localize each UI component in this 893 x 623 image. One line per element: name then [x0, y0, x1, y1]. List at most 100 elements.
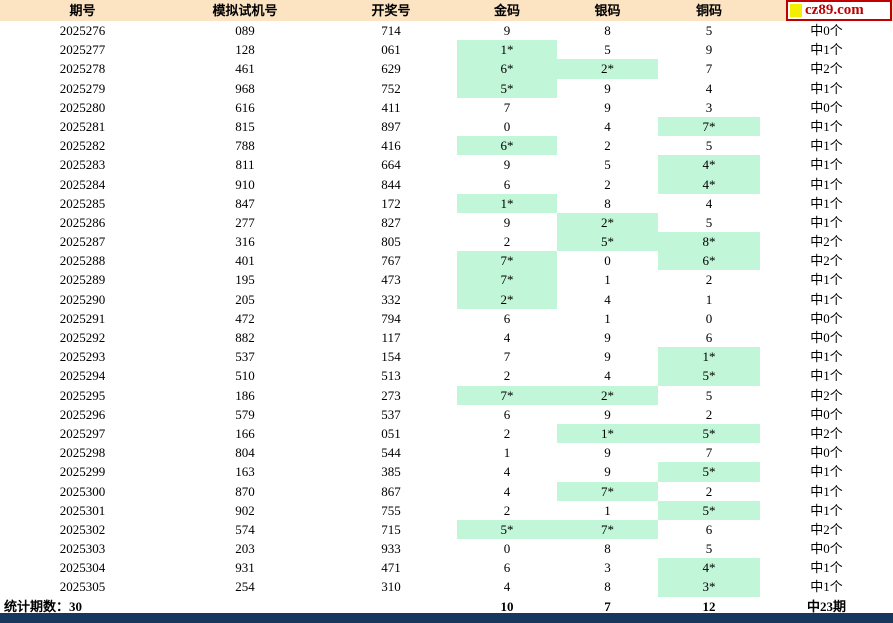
- test-number-cell: 616: [235, 99, 255, 115]
- copper-code-cell: 1: [705, 291, 713, 307]
- draw-number-cell: 473: [381, 272, 401, 288]
- result-cell: 中1个: [810, 195, 843, 211]
- silver-code-cell: 0: [604, 253, 611, 269]
- result-cell: 中1个: [810, 118, 843, 134]
- site-logo[interactable]: cz89.com: [786, 0, 892, 21]
- draw-number-cell: 715: [381, 521, 401, 537]
- gold-code-cell: 7*: [457, 251, 557, 271]
- copper-code-cell: 3*: [658, 577, 760, 597]
- draw-number-cell: 752: [381, 80, 401, 96]
- draw-number-cell: 714: [381, 23, 401, 38]
- gold-code-cell: 2: [503, 234, 511, 250]
- draw-number-cell: 172: [381, 195, 401, 211]
- table-row: 2025280 616 411 7 9 3 中0个: [0, 98, 893, 117]
- period-cell: 2025288: [59, 253, 106, 269]
- gold-code-cell: 7: [503, 99, 511, 115]
- copper-code-cell: 6*: [658, 251, 760, 271]
- silver-code-cell: 7*: [557, 519, 658, 540]
- result-cell: 中1个: [810, 138, 843, 154]
- draw-number-cell: 767: [381, 253, 401, 269]
- result-cell: 中0个: [810, 330, 843, 345]
- period-cell: 2025278: [59, 61, 106, 77]
- gold-code-cell: 1: [503, 445, 511, 461]
- period-cell: 2025299: [59, 464, 106, 480]
- copper-code-cell: 4*: [658, 174, 760, 194]
- period-cell: 2025296: [59, 406, 106, 422]
- table-row: 2025293 537 154 7 9 1* 中1个: [0, 347, 893, 367]
- copper-code-cell: 5*: [658, 366, 760, 386]
- silver-code-cell: 5*: [557, 232, 658, 252]
- silver-code-cell: 1: [604, 502, 611, 518]
- period-cell: 2025286: [59, 214, 106, 230]
- copper-code-cell: 2: [705, 406, 713, 422]
- silver-code-cell: 4: [604, 291, 611, 307]
- silver-code-cell: 8: [604, 195, 611, 211]
- table-row: 2025289 195 473 7* 1 2 中1个: [0, 270, 893, 290]
- period-cell: 2025301: [59, 502, 106, 518]
- draw-number-cell: 537: [381, 406, 401, 422]
- silver-code-cell: 1: [604, 310, 611, 326]
- result-cell: 中1个: [810, 483, 843, 499]
- period-cell: 2025276: [59, 23, 106, 38]
- test-number-cell: 461: [235, 61, 255, 77]
- copper-code-cell: 4*: [658, 558, 760, 578]
- period-cell: 2025292: [59, 330, 106, 345]
- test-number-cell: 968: [235, 80, 255, 96]
- silver-code-cell: 2*: [557, 212, 658, 233]
- silver-code-cell: 9: [604, 99, 611, 115]
- copper-code-cell: 4: [705, 80, 713, 96]
- table-row: 2025276 089 714 9 8 5 中0个: [0, 21, 893, 40]
- gold-code-cell: 9: [503, 157, 511, 173]
- period-cell: 2025285: [59, 195, 106, 211]
- copper-code-cell: 1*: [658, 347, 760, 367]
- summary-result: 中23期: [806, 598, 846, 614]
- table-body: 2025276 089 714 9 8 5 中0个 2025277 128 06…: [0, 21, 893, 597]
- summary-row: 统计期数：30 10 7 12 中23期: [0, 597, 893, 616]
- silver-code-cell: 5: [604, 157, 611, 173]
- test-number-cell: 579: [235, 406, 255, 422]
- draw-number-cell: 416: [381, 138, 401, 154]
- draw-number-cell: 827: [381, 214, 401, 230]
- silver-code-cell: 7*: [557, 481, 658, 501]
- test-number-cell: 788: [235, 138, 255, 154]
- logo-text: cz89.com: [805, 2, 864, 18]
- table-row: 2025296 579 537 6 9 2 中0个: [0, 405, 893, 424]
- silver-code-cell: 9: [604, 349, 611, 365]
- result-cell: 中0个: [810, 310, 843, 326]
- copper-code-cell: 3: [705, 99, 713, 115]
- table-row: 2025281 815 897 0 4 7* 中1个: [0, 116, 893, 137]
- copper-code-cell: 5: [705, 23, 713, 38]
- gold-code-cell: 2: [503, 502, 511, 518]
- silver-code-cell: 1: [604, 272, 611, 288]
- test-number-cell: 882: [235, 330, 255, 345]
- result-cell: 中0个: [810, 541, 843, 557]
- result-cell: 中1个: [810, 560, 843, 576]
- gold-code-cell: 4: [503, 579, 511, 595]
- summary-silver-count: 7: [604, 598, 611, 614]
- result-cell: 中2个: [810, 234, 843, 250]
- copper-code-cell: 8*: [658, 232, 760, 252]
- test-number-cell: 804: [235, 445, 255, 461]
- period-cell: 2025287: [59, 234, 106, 250]
- test-number-cell: 931: [235, 560, 255, 576]
- draw-number-cell: 933: [381, 541, 401, 557]
- period-cell: 2025289: [59, 272, 106, 288]
- draw-number-cell: 385: [381, 464, 401, 480]
- test-number-cell: 195: [235, 272, 255, 288]
- table-row: 2025291 472 794 6 1 0 中0个: [0, 309, 893, 328]
- test-number-cell: 472: [235, 310, 255, 326]
- result-cell: 中1个: [810, 80, 843, 96]
- silver-code-cell: 2*: [557, 59, 658, 79]
- silver-code-cell: 4: [604, 368, 611, 384]
- silver-code-cell: 1*: [557, 423, 658, 444]
- table-row: 2025294 510 513 2 4 5* 中1个: [0, 366, 893, 386]
- silver-code-cell: 8: [604, 23, 611, 38]
- copper-code-cell: 4: [705, 195, 713, 211]
- table-row: 2025292 882 117 4 9 6 中0个: [0, 328, 893, 347]
- silver-code-cell: 2: [604, 176, 611, 192]
- copper-code-cell: 7: [705, 445, 713, 461]
- test-number-cell: 166: [235, 425, 255, 441]
- result-cell: 中0个: [810, 406, 843, 422]
- gold-code-cell: 5*: [457, 78, 557, 98]
- test-number-cell: 847: [235, 195, 255, 211]
